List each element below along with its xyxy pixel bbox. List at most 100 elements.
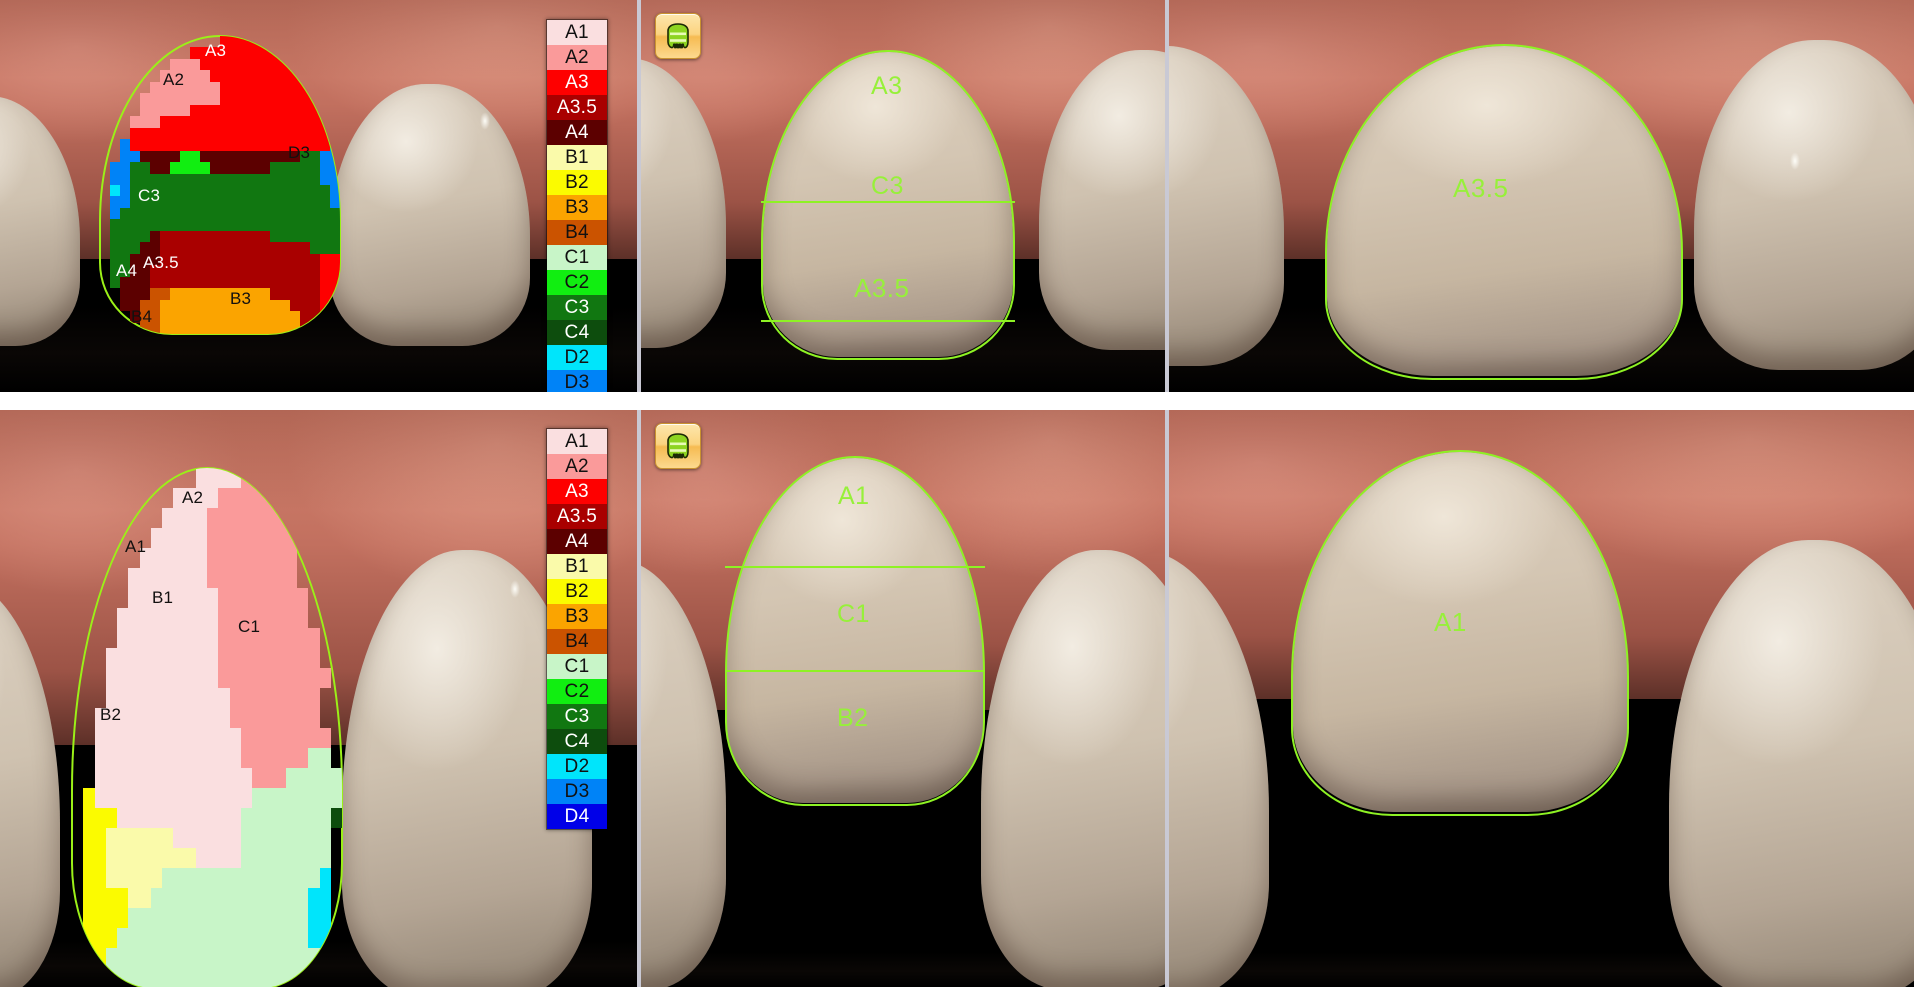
legend-item-a1[interactable]: A1 xyxy=(547,20,607,45)
legend-item-a3[interactable]: A3 xyxy=(547,70,607,95)
seg-cell-empty xyxy=(72,768,83,788)
seg-cell-empty xyxy=(140,59,150,70)
seg-cell-a3-5 xyxy=(280,288,290,300)
seg-cell-a3 xyxy=(250,81,260,94)
seg-cell-d3 xyxy=(110,196,120,208)
seg-cell-b2 xyxy=(83,968,95,987)
legend-item-a4[interactable]: A4 xyxy=(547,120,607,145)
legend-item-a2[interactable]: A2 xyxy=(547,45,607,70)
legend-item-b1[interactable]: B1 xyxy=(547,145,607,170)
segmentation-map-bottom[interactable]: A2 A1 B1 C1 B2 A1 A2 A3 A3.5 A4 B1 B2 B3 B4 C1 C2 C… xyxy=(0,410,637,987)
seg-cell-c1 xyxy=(252,948,264,968)
legend-item-b2[interactable]: B2 xyxy=(547,579,607,604)
final-shade-top[interactable]: A3.5 xyxy=(1165,0,1914,392)
seg-cell-c3 xyxy=(290,219,300,231)
legend-item-c2[interactable]: C2 xyxy=(547,679,607,704)
seg-cell-c1 xyxy=(252,828,264,848)
seg-cell-a3-5 xyxy=(300,322,310,334)
seg-cell-empty xyxy=(72,548,83,568)
seg-cell-empty xyxy=(110,311,120,322)
legend-item-c4[interactable]: C4 xyxy=(547,729,607,754)
legend-item-b3[interactable]: B3 xyxy=(547,604,607,629)
seg-cell-c1 xyxy=(240,808,252,828)
seg-cell-empty xyxy=(100,128,110,139)
legend-item-a4[interactable]: A4 xyxy=(547,529,607,554)
seg-cell-a1 xyxy=(184,708,196,728)
seg-cell-a3 xyxy=(260,81,270,94)
legend-item-c3[interactable]: C3 xyxy=(547,295,607,320)
legend-item-a3-5[interactable]: A3.5 xyxy=(547,504,607,529)
legend-item-b4[interactable]: B4 xyxy=(547,220,607,245)
seg-cell-c1 xyxy=(139,968,151,987)
seg-cell-empty xyxy=(110,105,120,116)
legend-item-c2[interactable]: C2 xyxy=(547,270,607,295)
seg-cell-a3-5 xyxy=(310,276,320,289)
legend-item-d3[interactable]: D3 xyxy=(547,370,607,392)
seg-cell-a2 xyxy=(240,548,252,568)
seg-cell-empty xyxy=(72,708,83,728)
seg-cell-c1 xyxy=(207,928,219,948)
seg-cell-c1 xyxy=(308,968,320,987)
legend-item-d4[interactable]: D4 xyxy=(547,804,607,829)
seg-cell-c3 xyxy=(300,230,310,243)
seg-cell-a1 xyxy=(195,768,207,788)
final-shade-bottom[interactable]: A1 xyxy=(1165,410,1914,987)
seg-cell-c1 xyxy=(274,888,286,908)
seg-cell-a3 xyxy=(230,139,240,151)
seg-cell-c3 xyxy=(310,242,320,254)
legend-item-d2[interactable]: D2 xyxy=(547,345,607,370)
seg-cell-empty xyxy=(331,668,342,688)
save-tooth-button[interactable] xyxy=(655,13,701,59)
legend-item-c4[interactable]: C4 xyxy=(547,320,607,345)
seg-cell-a3-5 xyxy=(250,230,260,243)
legend-item-b1[interactable]: B1 xyxy=(547,554,607,579)
seg-cell-a3-5 xyxy=(260,242,270,254)
seg-cell-a2 xyxy=(240,628,252,648)
seg-cell-c3 xyxy=(210,184,220,197)
legend-item-b4[interactable]: B4 xyxy=(547,629,607,654)
seg-cell-empty xyxy=(331,888,342,908)
legend-item-d2[interactable]: D2 xyxy=(547,754,607,779)
seg-cell-a4 xyxy=(150,230,160,243)
seg-cell-empty xyxy=(72,868,83,888)
seg-cell-a1 xyxy=(218,828,230,848)
shade-legend-bottom[interactable]: A1 A2 A3 A3.5 A4 B1 B2 B3 B4 C1 C2 C3 C4 D2 D3 D4 xyxy=(546,428,608,830)
legend-item-d3[interactable]: D3 xyxy=(547,779,607,804)
seg-cell-a1 xyxy=(195,628,207,648)
seg-cell-a1 xyxy=(218,688,230,708)
seg-cell-c1 xyxy=(297,888,309,908)
seg-cell-a3-5 xyxy=(230,230,240,243)
zoned-contour-bottom[interactable]: A1 C1 B2 xyxy=(637,410,1165,987)
segmentation-map-top[interactable]: A3 A2 D3 C3 A4 A3.5 B3 B4 A1 A2 A3 A3.5 A4 B1… xyxy=(0,0,637,392)
seg-cell-a1 xyxy=(207,768,219,788)
legend-item-a3[interactable]: A3 xyxy=(547,479,607,504)
seg-cell-a1 xyxy=(207,788,219,808)
legend-item-b2[interactable]: B2 xyxy=(547,170,607,195)
seg-cell-b4 xyxy=(150,311,160,323)
seg-cell-c1 xyxy=(319,788,331,808)
legend-item-b3[interactable]: B3 xyxy=(547,195,607,220)
legend-item-c1[interactable]: C1 xyxy=(547,245,607,270)
seg-cell-a1 xyxy=(173,768,185,788)
save-tooth-button[interactable] xyxy=(655,423,701,469)
seg-cell-a1 xyxy=(162,568,174,588)
seg-cell-c1 xyxy=(308,808,320,828)
seg-cell-a2 xyxy=(252,508,264,528)
seg-cell-c3 xyxy=(220,219,230,231)
seg-cell-c3 xyxy=(190,196,200,208)
seg-cell-c3 xyxy=(320,207,330,220)
seg-cell-c3 xyxy=(140,207,150,220)
seg-cell-a2 xyxy=(252,588,264,608)
legend-item-a3-5[interactable]: A3.5 xyxy=(547,95,607,120)
legend-item-a2[interactable]: A2 xyxy=(547,454,607,479)
seg-cell-b3 xyxy=(250,299,260,312)
legend-item-a1[interactable]: A1 xyxy=(547,429,607,454)
zoned-contour-top[interactable]: A3 C3 A3.5 xyxy=(637,0,1165,392)
legend-item-c3[interactable]: C3 xyxy=(547,704,607,729)
seg-cell-c1 xyxy=(285,848,297,868)
seg-cell-a2 xyxy=(274,508,286,528)
legend-item-c1[interactable]: C1 xyxy=(547,654,607,679)
seg-cell-a4 xyxy=(240,150,250,163)
seg-cell-a2 xyxy=(263,648,275,668)
